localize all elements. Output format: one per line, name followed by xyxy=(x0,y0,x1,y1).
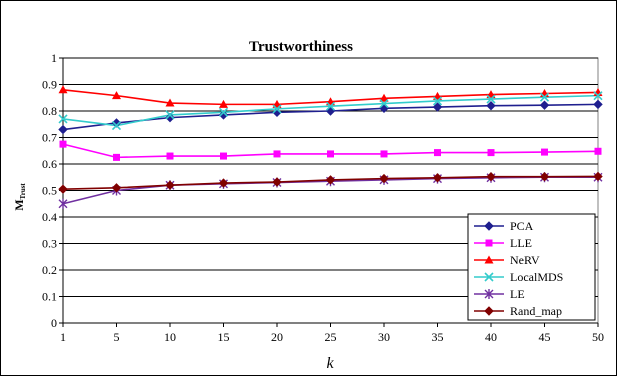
point-rand-map-6 xyxy=(379,173,389,184)
x-tick-labels: 1 5 10 15 20 25 30 35 40 45 50 xyxy=(60,330,604,344)
y-tick-label-6: 0.6 xyxy=(42,157,57,171)
point-nerv-3 xyxy=(219,99,228,108)
x-axis-label: k xyxy=(326,355,334,372)
point-rand-map-4 xyxy=(272,177,282,187)
x-tick-label-0: 1 xyxy=(60,330,66,344)
y-tick-label-5: 0.5 xyxy=(42,184,57,198)
x-tick-label-10: 50 xyxy=(592,330,604,344)
point-rand-map-1 xyxy=(111,183,122,193)
chart-title: Trustworthiness xyxy=(249,39,353,55)
series-markers xyxy=(58,85,603,209)
point-pca-0 xyxy=(58,124,68,135)
point-nerv-1 xyxy=(112,91,121,100)
y-axis-label-subscript: Trust xyxy=(19,183,27,200)
y-tick-label-3: 0.3 xyxy=(42,237,57,251)
y-tick-labels: 0 0.1 0.2 0.3 0.4 0.5 0.6 0.7 0.8 0.9 1 xyxy=(42,51,57,330)
y-axis-label: MTrust xyxy=(12,183,27,211)
point-localmds-3 xyxy=(218,107,229,117)
point-rand-map-9 xyxy=(539,172,550,182)
x-tick-label-2: 10 xyxy=(164,330,176,344)
legend-marker-le xyxy=(484,289,494,299)
point-pca-3 xyxy=(218,110,229,120)
legend-marker-rand-map xyxy=(484,306,494,316)
point-nerv-2 xyxy=(165,98,175,107)
x-tick-label-6: 30 xyxy=(378,330,390,344)
point-localmds-6 xyxy=(379,99,389,109)
point-nerv-6 xyxy=(379,93,389,102)
legend-label-lle: LLE xyxy=(510,236,532,250)
point-localmds-5 xyxy=(325,101,336,111)
point-rand-map-5 xyxy=(325,175,336,185)
point-nerv-0 xyxy=(58,85,68,94)
x-tick-label-8: 40 xyxy=(485,330,497,344)
point-localmds-0 xyxy=(58,114,68,124)
point-lle-9 xyxy=(541,148,548,156)
legend: PCA LLE NeRV LocalMDS LE Rand_map xyxy=(467,213,596,321)
point-lle-10 xyxy=(594,147,602,155)
y-tick-label-1: 0.1 xyxy=(42,290,57,304)
y-tick-label-9: 0.9 xyxy=(42,78,57,92)
legend-label-le: LE xyxy=(510,287,525,301)
legend-marker-nerv xyxy=(484,255,494,264)
point-pca-10 xyxy=(593,99,603,110)
legend-label-localmds: LocalMDS xyxy=(510,270,563,284)
point-localmds-8 xyxy=(486,94,496,104)
legend-label-pca: PCA xyxy=(510,219,534,233)
point-lle-5 xyxy=(327,150,334,158)
y-tick-label-8: 0.8 xyxy=(42,104,57,118)
y-tick-label-10: 1 xyxy=(51,51,57,65)
point-localmds-10 xyxy=(593,91,603,101)
x-tick-label-9: 45 xyxy=(539,330,551,344)
legend-label-nerv: NeRV xyxy=(510,253,540,267)
point-rand-map-7 xyxy=(432,173,443,183)
legend-label-rand-map: Rand_map xyxy=(510,304,562,318)
point-rand-map-2 xyxy=(165,180,175,190)
legend-marker-pca xyxy=(484,221,494,231)
point-le-0 xyxy=(58,198,68,209)
x-tick-label-4: 20 xyxy=(271,330,283,344)
point-lle-3 xyxy=(220,152,227,160)
x-tick-label-5: 25 xyxy=(325,330,337,344)
point-pca-1 xyxy=(111,118,122,128)
point-rand-map-10 xyxy=(593,171,603,182)
y-tick-label-7: 0.7 xyxy=(42,131,57,145)
x-tick-label-3: 15 xyxy=(218,330,230,344)
point-rand-map-8 xyxy=(486,172,496,182)
point-pca-9 xyxy=(539,100,550,110)
legend-marker-lle xyxy=(485,239,493,247)
legend-box xyxy=(467,213,596,321)
point-rand-map-3 xyxy=(218,178,229,188)
point-pca-7 xyxy=(432,102,443,112)
x-tick-label-7: 35 xyxy=(432,330,444,344)
point-localmds-1 xyxy=(111,121,122,131)
point-lle-0 xyxy=(59,140,67,148)
point-lle-7 xyxy=(434,149,441,157)
point-localmds-2 xyxy=(165,110,175,120)
x-tick-label-1: 5 xyxy=(114,330,120,344)
point-lle-2 xyxy=(166,152,174,160)
point-pca-8 xyxy=(486,100,496,111)
point-rand-map-0 xyxy=(58,184,68,194)
y-axis-label-main: M xyxy=(12,199,26,210)
y-tick-label-2: 0.2 xyxy=(42,263,57,277)
y-tick-label-4: 0.4 xyxy=(42,210,57,224)
point-lle-1 xyxy=(113,153,120,161)
point-localmds-7 xyxy=(432,96,443,106)
point-pca-2 xyxy=(165,112,175,123)
point-localmds-4 xyxy=(272,104,282,114)
y-tick-label-0: 0 xyxy=(51,316,57,330)
point-localmds-9 xyxy=(539,92,550,102)
legend-marker-localmds xyxy=(484,272,494,282)
point-lle-4 xyxy=(273,150,281,158)
point-lle-6 xyxy=(380,150,388,158)
point-lle-8 xyxy=(487,149,495,157)
